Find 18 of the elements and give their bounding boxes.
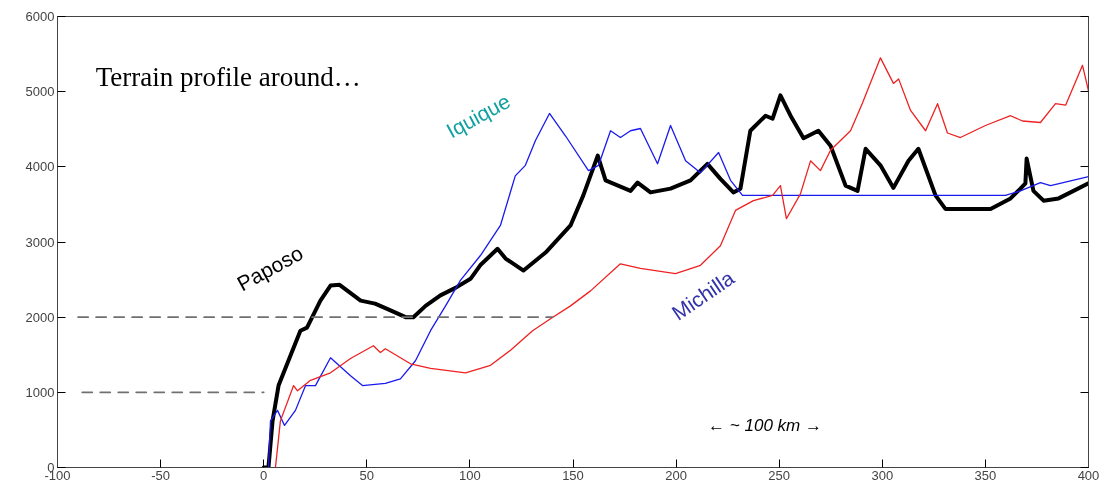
x-tick-label: 200 [665, 467, 687, 483]
y-tick-label: 6000 [25, 9, 55, 24]
text: Terrain profile around… [95, 61, 361, 92]
x-tick-label: 50 [359, 467, 375, 483]
y-tick-label: 3000 [25, 234, 55, 250]
x-tick-label: 100 [459, 467, 481, 483]
y-tick-label: 2000 [25, 309, 55, 325]
x-tick-label: 400 [1077, 467, 1100, 483]
x-tick-label: 300 [871, 467, 894, 483]
y-tick-label: 1000 [25, 384, 55, 400]
x-tick-label: 350 [974, 467, 997, 483]
x-tick-label: 150 [562, 467, 584, 483]
y-tick-label: 5000 [25, 84, 55, 100]
x-tick-label: 0 [260, 467, 268, 483]
x-tick-label: -50 [151, 467, 170, 483]
y-tick-label: 4000 [25, 159, 55, 175]
x-tick-label: 250 [768, 467, 791, 483]
annotation: ← ~ 100 km → [708, 416, 822, 436]
